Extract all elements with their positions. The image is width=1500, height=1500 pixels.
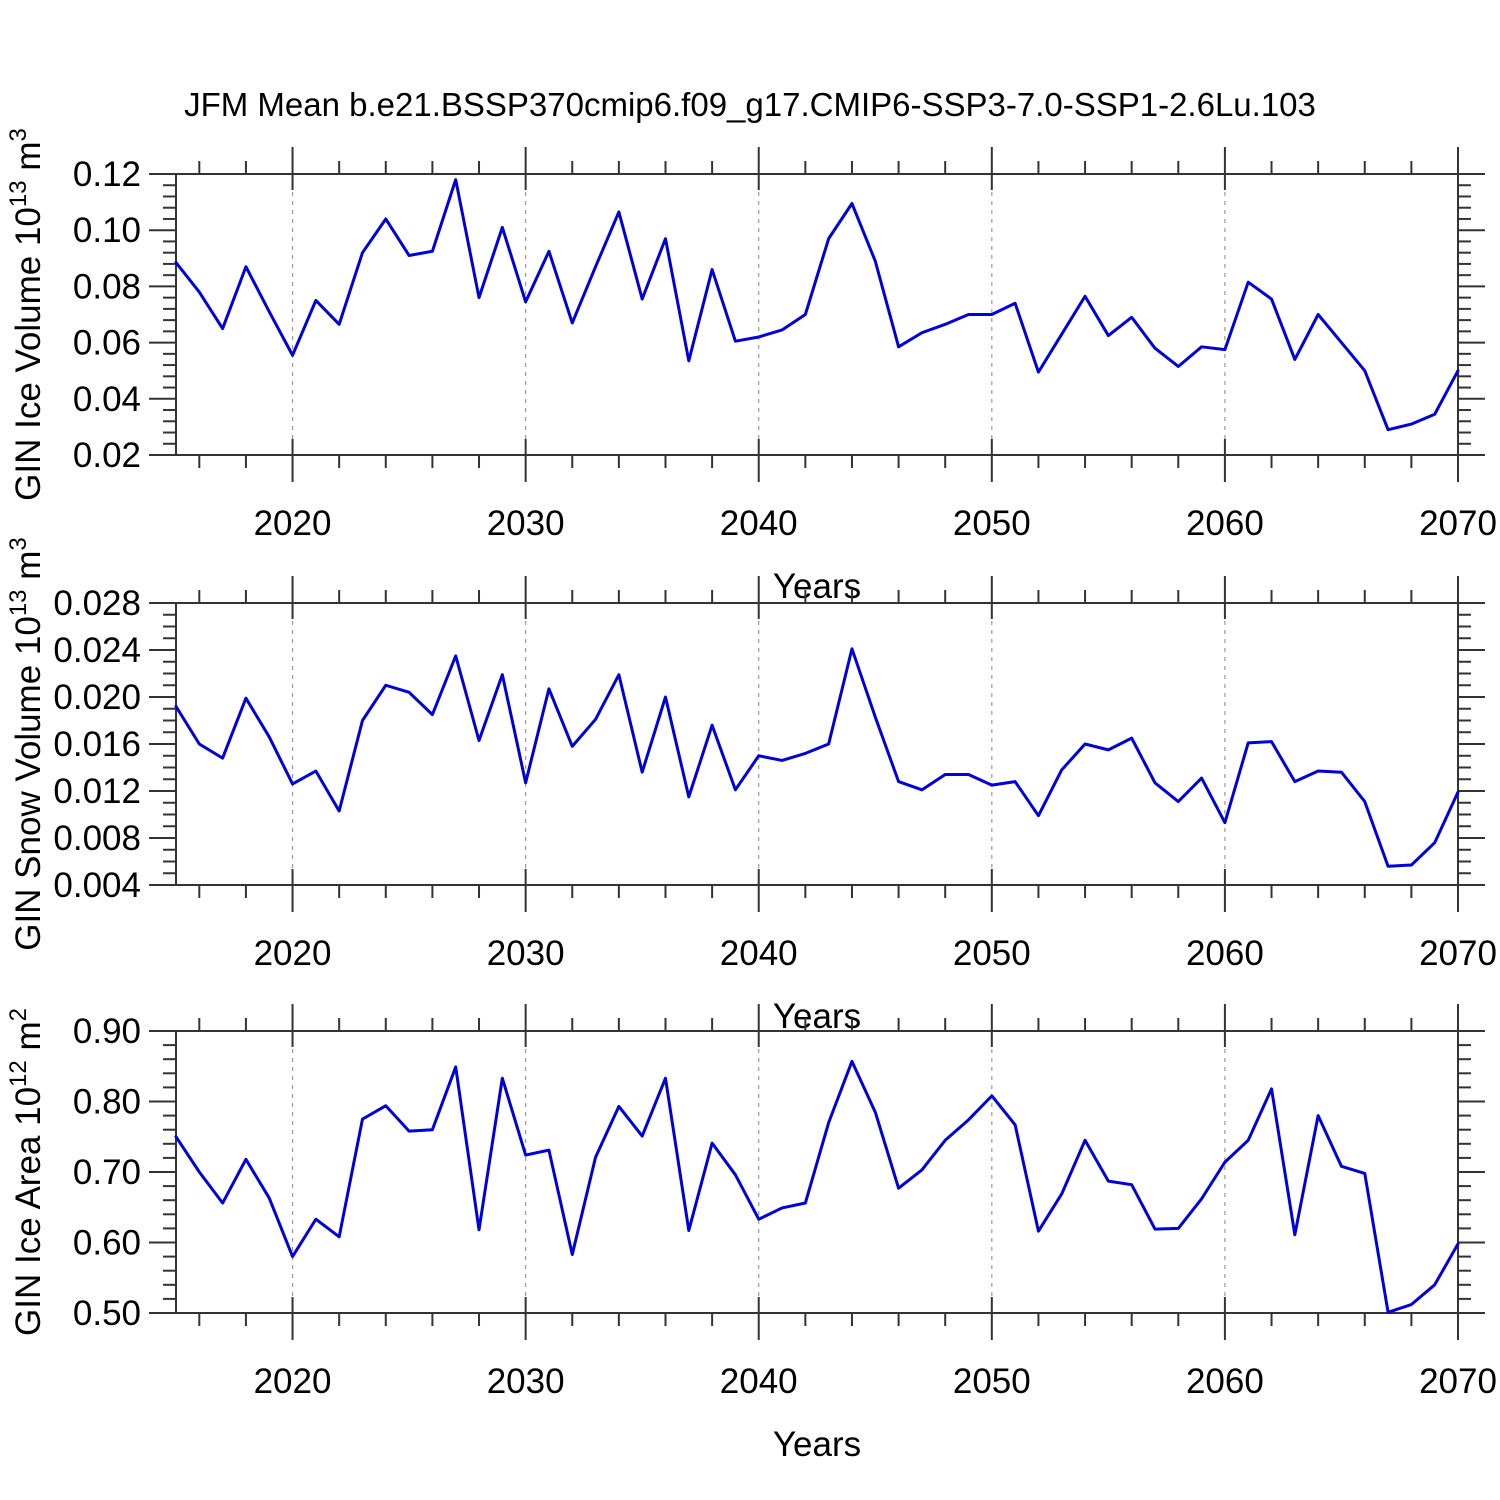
data-line	[174, 178, 1460, 432]
panel-gin-ice-area: 2020 2030 2040 2050 2060 2070 0.50 0.60 0.70 0.80…	[5, 1004, 1497, 1464]
x-axis-title: Years	[773, 1425, 861, 1464]
y-tick-label: 0.008	[53, 819, 141, 858]
data-line	[174, 1059, 1460, 1314]
x-tick-label: 2030	[487, 504, 565, 543]
y-tick-label: 0.012	[53, 772, 141, 811]
x-tick-label: 2050	[953, 1362, 1031, 1401]
panel-gin-ice-volume: 2020 2030 2040 2050 2060 2070 0.02 0.04 0.06 0.08…	[5, 128, 1497, 606]
plot-box	[175, 1030, 1459, 1314]
x-tick-label: 2050	[953, 504, 1031, 543]
y-tick-label: 0.90	[73, 1012, 141, 1051]
y-axis-title: GIN Snow Volume 1013 m3	[5, 537, 48, 951]
x-tick-label: 2070	[1419, 504, 1497, 543]
x-tick-label: 2020	[254, 1362, 332, 1401]
y-tick-label: 0.04	[73, 380, 141, 419]
x-tick-label: 2020	[254, 934, 332, 973]
y-tick-label: 0.024	[53, 631, 141, 670]
y-axis-title: GIN Ice Area 1012 m2	[5, 1008, 48, 1336]
panel-gin-snow-volume: 2020 2030 2040 2050 2060 2070 0.004 0.008 0.012 0…	[5, 537, 1497, 1036]
x-axis-title: Years	[773, 997, 861, 1036]
y-tick-label: 0.70	[73, 1153, 141, 1192]
y-tick-label: 0.50	[73, 1294, 141, 1333]
y-tick-label: 0.12	[73, 155, 141, 194]
x-tick-label: 2060	[1186, 934, 1264, 973]
page-title: JFM Mean b.e21.BSSP370cmip6.f09_g17.CMIP…	[184, 86, 1316, 123]
y-tick-label: 0.10	[73, 211, 141, 250]
plot-box	[175, 173, 1459, 456]
x-tick-label: 2030	[487, 1362, 565, 1401]
y-tick-label: 0.028	[53, 584, 141, 623]
y-tick-label: 0.80	[73, 1083, 141, 1122]
y-axis-title: GIN Ice Volume 1013 m3	[5, 128, 48, 501]
x-tick-label: 2050	[953, 934, 1031, 973]
x-tick-label: 2070	[1419, 1362, 1497, 1401]
x-tick-label: 2040	[720, 504, 798, 543]
y-tick-label: 0.08	[73, 267, 141, 306]
x-axis-title: Years	[773, 567, 861, 606]
y-tick-label: 0.06	[73, 324, 141, 363]
data-line	[174, 647, 1460, 868]
x-tick-label: 2030	[487, 934, 565, 973]
x-tick-label: 2060	[1186, 1362, 1264, 1401]
y-tick-label: 0.016	[53, 725, 141, 764]
x-tick-label: 2040	[720, 1362, 798, 1401]
y-tick-label: 0.020	[53, 678, 141, 717]
y-tick-label: 0.02	[73, 436, 141, 475]
y-tick-label: 0.004	[53, 866, 141, 905]
x-tick-label: 2020	[254, 504, 332, 543]
x-tick-label: 2060	[1186, 504, 1264, 543]
y-tick-label: 0.60	[73, 1224, 141, 1263]
x-tick-label: 2040	[720, 934, 798, 973]
x-tick-label: 2070	[1419, 934, 1497, 973]
plot-box	[175, 602, 1459, 886]
